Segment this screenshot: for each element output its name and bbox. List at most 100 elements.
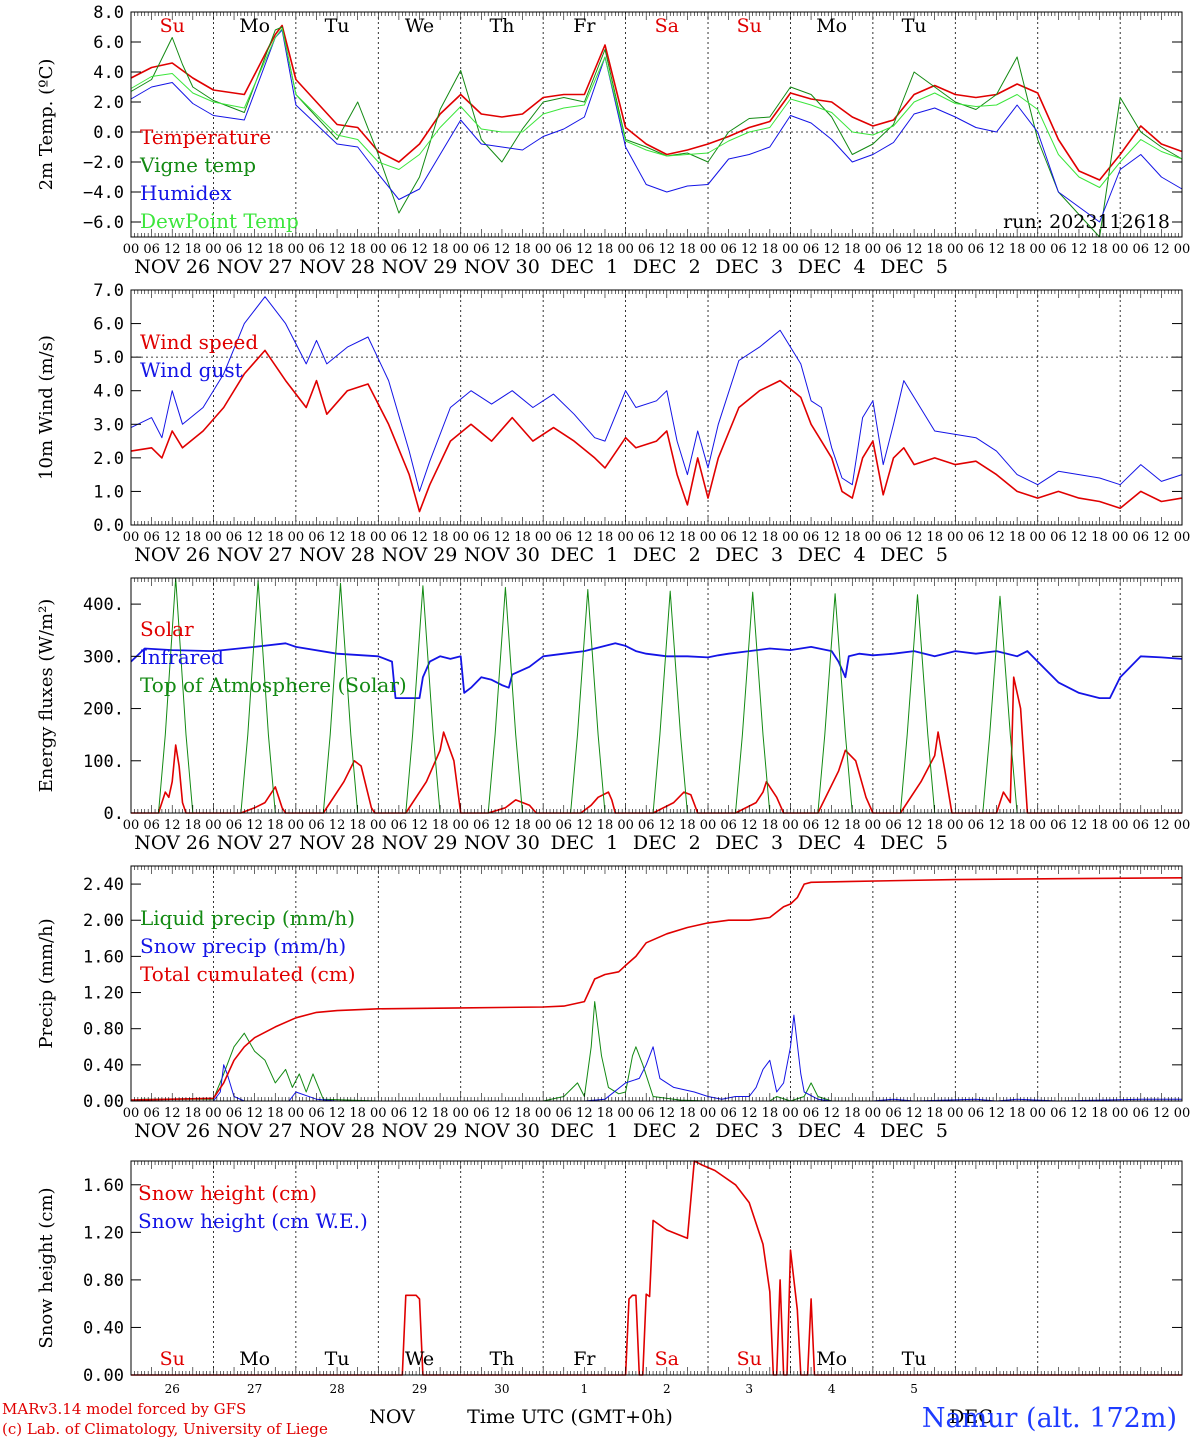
y-tick-label: 300. bbox=[83, 647, 124, 667]
hour-tick-label: 12 bbox=[329, 1106, 346, 1121]
date-label: NOV 27 bbox=[217, 256, 293, 278]
hour-tick-label: 00 bbox=[370, 818, 387, 833]
hour-tick-label: 18 bbox=[597, 242, 614, 257]
plot-frame bbox=[130, 11, 1183, 238]
hour-tick-label: 00 bbox=[947, 242, 964, 257]
date-label: NOV 26 bbox=[134, 544, 210, 566]
hour-tick-label: 18 bbox=[514, 530, 531, 545]
day-number: 29 bbox=[412, 1382, 427, 1396]
weekday-label: Su bbox=[737, 1348, 762, 1370]
hour-tick-label: 00 bbox=[535, 818, 552, 833]
hour-tick-label: 12 bbox=[988, 530, 1005, 545]
hour-tick-label: 18 bbox=[514, 818, 531, 833]
hour-tick-label: 06 bbox=[803, 242, 820, 257]
hour-tick-label: 12 bbox=[576, 530, 593, 545]
date-label: NOV 29 bbox=[382, 1120, 458, 1142]
hour-tick-label: 12 bbox=[494, 818, 511, 833]
hour-tick-label: 18 bbox=[267, 818, 284, 833]
hour-tick-label: 00 bbox=[782, 818, 799, 833]
hour-tick-label: 00 bbox=[1112, 1106, 1129, 1121]
hour-tick-label: 00 bbox=[1112, 818, 1129, 833]
hour-tick-label: 12 bbox=[823, 1106, 840, 1121]
date-label: DEC 3 bbox=[715, 832, 783, 854]
hour-tick-label: 18 bbox=[185, 1106, 202, 1121]
date-label: NOV 30 bbox=[464, 1120, 540, 1142]
hour-tick-label: 12 bbox=[1153, 242, 1170, 257]
hour-tick-label: 12 bbox=[659, 242, 676, 257]
hour-tick-label: 12 bbox=[411, 530, 428, 545]
hour-tick-label: 18 bbox=[597, 818, 614, 833]
date-label: DEC 2 bbox=[633, 1120, 701, 1142]
hour-tick-label: 00 bbox=[1029, 530, 1046, 545]
hour-tick-label: 06 bbox=[226, 530, 243, 545]
hour-tick-label: 18 bbox=[349, 818, 366, 833]
hour-tick-label: 06 bbox=[803, 818, 820, 833]
hour-tick-label: 12 bbox=[411, 818, 428, 833]
hour-tick-label: 06 bbox=[308, 1106, 325, 1121]
hour-tick-label: 00 bbox=[617, 818, 634, 833]
hour-tick-label: 18 bbox=[679, 1106, 696, 1121]
y-tick-label: 1.20 bbox=[83, 984, 124, 1004]
weekday-label: Su bbox=[160, 15, 185, 37]
hour-tick-label: 00 bbox=[865, 1106, 882, 1121]
series-line bbox=[130, 877, 1183, 1101]
date-label: NOV 30 bbox=[464, 832, 540, 854]
date-label: DEC 4 bbox=[798, 832, 866, 854]
y-axis-label: Snow height (cm) bbox=[36, 1187, 57, 1348]
y-axis-label: Precip (mm/h) bbox=[36, 918, 57, 1048]
hour-tick-label: 06 bbox=[803, 530, 820, 545]
hour-tick-label: 18 bbox=[185, 530, 202, 545]
y-tick-label: 4.0 bbox=[93, 63, 124, 83]
hour-tick-label: 12 bbox=[659, 818, 676, 833]
hour-tick-label: 18 bbox=[679, 530, 696, 545]
hour-tick-label: 06 bbox=[143, 1106, 160, 1121]
hour-tick-label: 06 bbox=[391, 242, 408, 257]
legend-entry: Wind gust bbox=[140, 358, 243, 382]
date-label: NOV 28 bbox=[299, 1120, 375, 1142]
date-label: DEC 1 bbox=[550, 832, 618, 854]
hour-tick-label: 18 bbox=[267, 1106, 284, 1121]
series-line bbox=[130, 1001, 1182, 1102]
hour-tick-label: 12 bbox=[329, 242, 346, 257]
y-tick-label: 2.40 bbox=[83, 875, 124, 895]
hour-tick-label: 00 bbox=[865, 818, 882, 833]
hour-tick-label: 06 bbox=[1133, 818, 1150, 833]
legend-entry: Solar bbox=[140, 617, 194, 641]
y-tick-label: 2.0 bbox=[93, 449, 124, 469]
y-tick-label: 0.80 bbox=[83, 1020, 124, 1040]
hour-tick-label: 18 bbox=[1009, 1106, 1026, 1121]
hour-tick-label: 00 bbox=[370, 530, 387, 545]
legend-entry: Wind speed bbox=[140, 330, 258, 354]
y-tick-label: 0.0 bbox=[93, 516, 124, 536]
y-tick-label: 1.0 bbox=[93, 482, 124, 502]
panel-2: 0.0 1.0 2.0 3.0 4.0 5.0 6.0 7.0 10m Wind (m/s) Wi… bbox=[36, 281, 1190, 566]
date-label: DEC 5 bbox=[880, 1120, 948, 1142]
hour-tick-label: 18 bbox=[762, 530, 779, 545]
month-label-nov: NOV bbox=[369, 1406, 415, 1428]
y-tick-label: 3.0 bbox=[93, 415, 124, 435]
hour-tick-label: 12 bbox=[1071, 1106, 1088, 1121]
y-tick-label: 0.80 bbox=[83, 1271, 124, 1291]
date-label: DEC 4 bbox=[798, 1120, 866, 1142]
y-tick-label: 6.0 bbox=[93, 315, 124, 335]
hour-tick-label: 18 bbox=[432, 1106, 449, 1121]
hour-tick-label: 06 bbox=[968, 1106, 985, 1121]
weekday-label: Sa bbox=[655, 15, 679, 37]
date-label: NOV 28 bbox=[299, 256, 375, 278]
hour-tick-label: 12 bbox=[741, 530, 758, 545]
hour-tick-label: 12 bbox=[988, 1106, 1005, 1121]
y-tick-label: 1.60 bbox=[83, 1176, 124, 1196]
date-label: NOV 26 bbox=[134, 256, 210, 278]
legend-entry: Infrared bbox=[140, 645, 224, 669]
date-label: DEC 1 bbox=[550, 256, 618, 278]
hour-tick-label: 18 bbox=[926, 1106, 943, 1121]
day-number: 2 bbox=[663, 1382, 671, 1396]
date-label: NOV 29 bbox=[382, 544, 458, 566]
series-line bbox=[130, 24, 1183, 181]
weekday-label: Mo bbox=[239, 1348, 270, 1370]
station-label: Namur (alt. 172m) bbox=[922, 1403, 1177, 1434]
hour-tick-label: 06 bbox=[473, 818, 490, 833]
panel-4: 0.00 0.40 0.80 1.20 1.60 2.00 2.40 Precip (mm/h… bbox=[36, 865, 1190, 1142]
date-label: NOV 30 bbox=[464, 544, 540, 566]
hour-tick-label: 00 bbox=[205, 818, 222, 833]
